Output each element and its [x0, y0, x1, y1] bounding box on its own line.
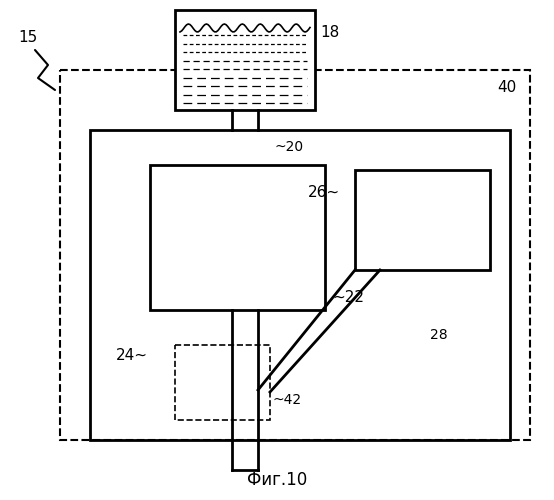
Text: 40: 40 — [497, 80, 516, 95]
Bar — [355, 170, 490, 270]
Text: ~22: ~22 — [332, 290, 364, 305]
Bar — [60, 70, 530, 440]
Bar — [90, 130, 510, 440]
Bar — [175, 10, 315, 110]
Text: ~42: ~42 — [273, 393, 302, 407]
Text: 26~: 26~ — [308, 185, 340, 200]
Text: 18: 18 — [320, 25, 339, 40]
Text: ~20: ~20 — [275, 140, 304, 154]
Text: Фиг.10: Фиг.10 — [247, 471, 307, 489]
Text: 28: 28 — [430, 328, 448, 342]
Text: 15: 15 — [18, 30, 38, 46]
Bar — [150, 165, 325, 310]
Bar — [175, 345, 270, 420]
Text: 24~: 24~ — [116, 348, 148, 362]
